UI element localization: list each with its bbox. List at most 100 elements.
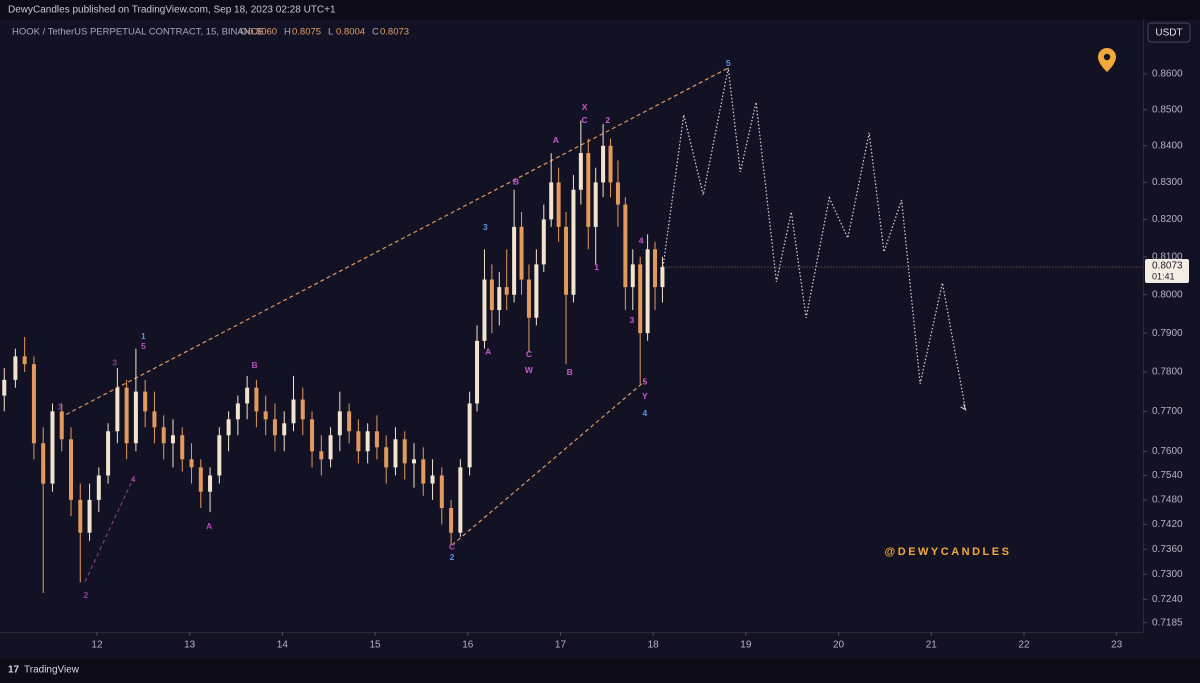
publisher-line: DewyCandles published on TradingView.com…: [8, 5, 336, 16]
candle-body: [96, 475, 101, 500]
currency[interactable]: USDT: [1155, 28, 1182, 39]
wave-label: B: [251, 360, 257, 370]
wave-label: 3: [483, 222, 488, 232]
wave-label: 4: [642, 408, 647, 418]
symbol: HOOK / TetherUS PERPETUAL CONTRACT, 15, …: [12, 27, 264, 38]
candle-body: [69, 439, 74, 500]
candle-body: [180, 435, 185, 460]
candle-body: [115, 387, 120, 432]
candle-body: [22, 356, 27, 365]
ohlc-value: 0.8075: [292, 27, 321, 38]
candle-body: [402, 439, 407, 464]
x-tick-label: 22: [1018, 640, 1030, 651]
candle-body: [467, 403, 472, 468]
candle-body: [161, 427, 166, 444]
wave-label: Y: [642, 391, 648, 401]
ohlc-label: L: [328, 27, 333, 38]
candle-body: [50, 411, 55, 484]
wave-label: X: [582, 102, 588, 112]
candle-body: [356, 431, 361, 452]
candle-body: [208, 475, 213, 492]
y-tick-label: 0.8000: [1152, 289, 1183, 300]
ohlc-readout: O 0.8060 H 0.8075 L 0.8004 C 0.8073: [240, 27, 409, 38]
candle-body: [653, 249, 658, 288]
countdown: 01:41: [1152, 271, 1175, 281]
x-tick-label: 20: [833, 640, 845, 651]
candle-body: [189, 459, 194, 468]
candle-body: [374, 431, 379, 448]
candle-body: [170, 435, 175, 444]
candle-body: [439, 475, 444, 509]
wave-label: 2: [605, 115, 610, 125]
wave-label: C: [449, 541, 455, 551]
candle-body: [497, 287, 502, 311]
candle-body: [564, 226, 569, 295]
candle-body: [124, 387, 129, 444]
pin-hole: [1103, 53, 1111, 61]
y-tick-label: 0.8300: [1152, 177, 1183, 188]
candle-body: [87, 499, 92, 533]
currency-button[interactable]: [1147, 22, 1191, 43]
x-tick-label: 18: [648, 640, 660, 651]
trendline: [84, 474, 136, 582]
candle-body: [512, 226, 517, 295]
wave-label: W: [525, 365, 534, 375]
candle-body: [152, 411, 157, 428]
location-pin: [1098, 48, 1116, 72]
ohlc-value: 0.8004: [336, 27, 365, 38]
candle-body: [534, 264, 539, 318]
candle-body: [660, 267, 665, 288]
wave-label: C: [526, 349, 532, 359]
y-tick-label: 0.7700: [1152, 406, 1183, 417]
candle-body: [198, 467, 203, 492]
wave-label: 4: [131, 474, 136, 484]
price-axis: [1144, 20, 1200, 660]
y-tick-label: 0.7600: [1152, 446, 1183, 457]
top-bar: [0, 0, 1200, 20]
x-tick-label: 13: [184, 640, 196, 651]
candle-body: [615, 182, 620, 205]
x-tick-label: 12: [91, 640, 103, 651]
candle-body: [519, 226, 524, 280]
candle-body: [645, 249, 650, 334]
candle-body: [586, 153, 591, 227]
candle-body: [549, 182, 554, 220]
candle-body: [328, 435, 333, 460]
x-tick-label: 15: [370, 640, 382, 651]
x-tick-label: 19: [740, 640, 752, 651]
wave-label: 1: [594, 262, 599, 272]
y-tick-label: 0.7185: [1152, 617, 1183, 628]
wave-label: 1: [58, 401, 63, 411]
wave-label: 3: [629, 315, 634, 325]
last-price: 0.8073: [1152, 261, 1183, 272]
projection-path: [662, 67, 967, 410]
candle-body: [226, 419, 231, 436]
y-tick-label: 0.7300: [1152, 569, 1183, 580]
y-tick-label: 0.8200: [1152, 214, 1183, 225]
y-tick-label: 0.8600: [1152, 69, 1183, 80]
candle-body: [41, 443, 46, 484]
candle-body: [217, 435, 222, 476]
candle-body: [475, 340, 480, 404]
candle-body: [272, 419, 277, 436]
footer-logo: TradingView: [24, 665, 80, 676]
y-tick-label: 0.7360: [1152, 544, 1183, 555]
wave-label: 3: [112, 357, 117, 367]
y-tick-label: 0.7800: [1152, 367, 1183, 378]
x-tick-label: 16: [462, 640, 474, 651]
candle-body: [638, 264, 643, 334]
candle-body: [449, 508, 454, 533]
watermark: @DEWYCANDLES: [885, 546, 1012, 558]
candle-body: [482, 279, 487, 341]
candle-body: [2, 379, 7, 396]
candle-body: [458, 467, 463, 533]
wave-label: C: [582, 115, 588, 125]
y-tick-label: 0.7240: [1152, 594, 1183, 605]
x-tick-label: 21: [926, 640, 938, 651]
x-tick-label: 14: [277, 640, 289, 651]
candle-body: [282, 423, 287, 436]
y-tick-label: 0.7900: [1152, 328, 1183, 339]
ohlc-value: 0.8073: [380, 27, 409, 38]
candle-body: [13, 356, 18, 380]
